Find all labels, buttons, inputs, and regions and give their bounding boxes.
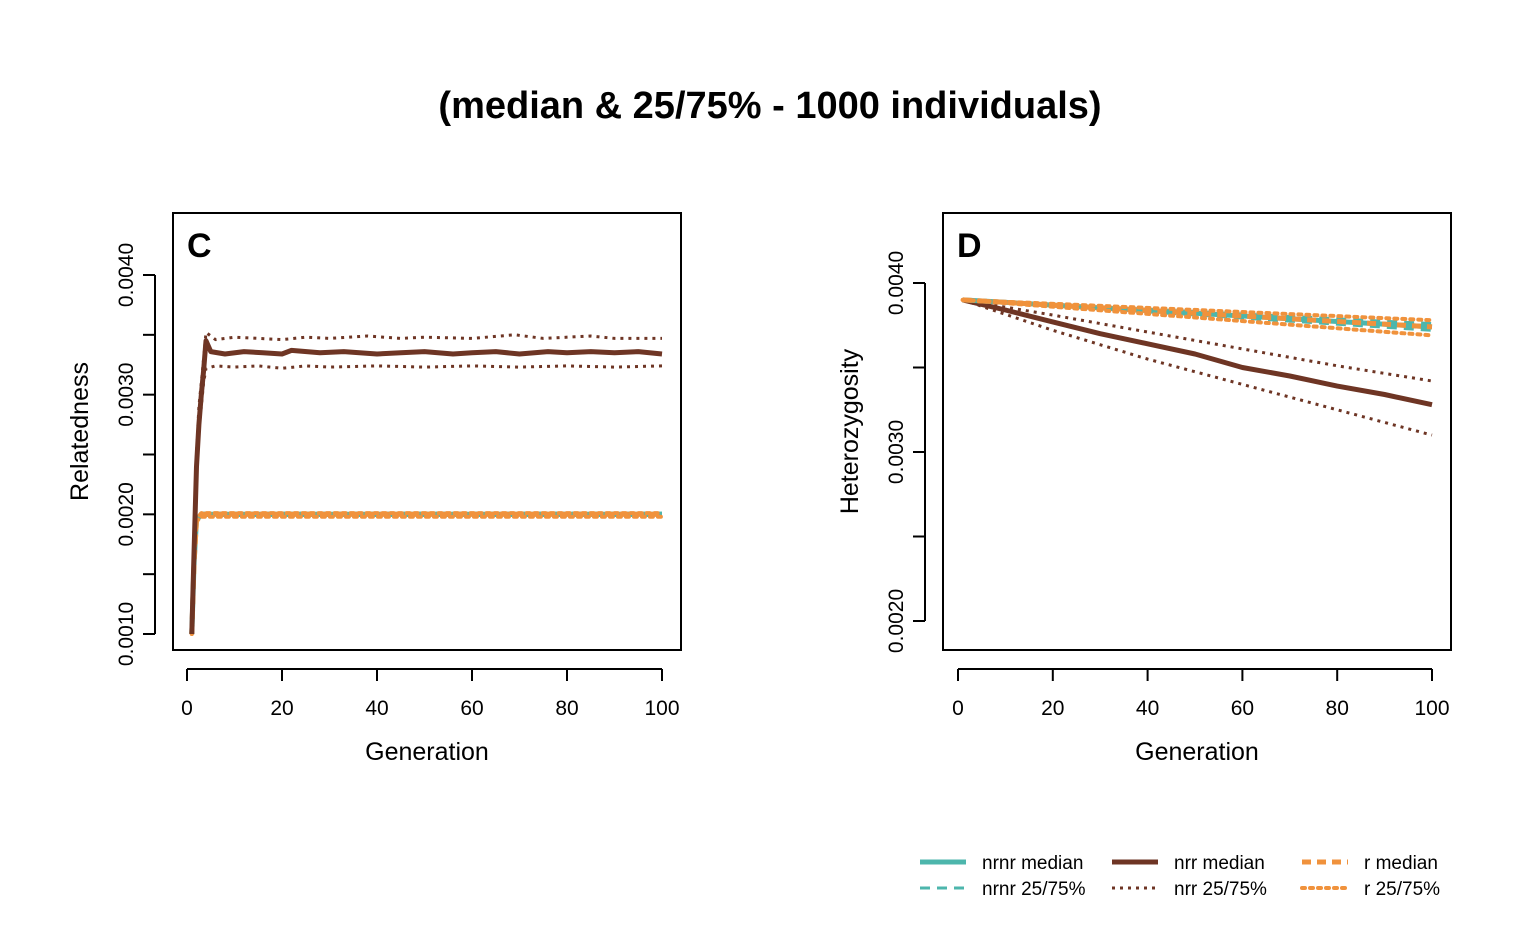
plot-frame [942, 212, 1452, 651]
figure-title: (median & 25/75% - 1000 individuals) [438, 85, 1101, 127]
legend-label: nrr 25/75% [1174, 879, 1267, 900]
x-tick-label: 0 [952, 697, 964, 720]
legend: nrnr median nrr median r median nrnr 25/75%… [920, 853, 1440, 900]
panel-letter: D [957, 227, 982, 265]
y-tick-label: 0.0020 [885, 589, 908, 653]
legend-label: r 25/75% [1364, 879, 1440, 900]
panel-letter: C [187, 227, 212, 265]
x-tick-label: 100 [1414, 697, 1449, 720]
y-axis-label: Relatedness [66, 362, 94, 501]
panel-d: 0 20 40 60 80 100 Generation 0.0020 0.0030 0.0040… [836, 212, 1452, 766]
series-line-nrnr-upper [962, 298, 1433, 326]
x-tick-label: 60 [1231, 697, 1254, 720]
series-line-nrnr-lower [190, 514, 662, 635]
x-tick-label: 20 [270, 697, 293, 720]
x-tick-label: 20 [1041, 697, 1064, 720]
series-line-r-lower [189, 514, 664, 636]
y-tick-label: 0.0040 [885, 251, 908, 315]
y-axis-label: Heterozygosity [836, 348, 864, 514]
legend-label: r median [1364, 853, 1438, 874]
legend-label: nrr median [1174, 853, 1265, 874]
x-axis-label: Generation [1135, 738, 1259, 766]
series-line-nrnr-median [189, 511, 662, 635]
y-tick-label: 0.0040 [115, 243, 138, 307]
series-line-r-median [189, 511, 662, 635]
y-tick-label: 0.0010 [115, 602, 138, 666]
panel-c: 0 20 40 60 80 100 Generation 0.0010 0.0020 0.0030… [66, 212, 682, 766]
x-axis-label: Generation [365, 738, 489, 766]
series-line-nrnr-upper [190, 511, 662, 635]
x-tick-label: 80 [555, 697, 578, 720]
series-line-r-upper [189, 511, 664, 636]
series-group [189, 330, 664, 636]
series-line-nrr-upper [190, 330, 662, 635]
series-group [960, 297, 1434, 437]
series-line-r-median [962, 297, 1433, 330]
series-line-nrr-median [189, 338, 663, 635]
x-tick-label: 60 [460, 697, 483, 720]
plot-frame [172, 212, 682, 651]
legend-label: nrnr 25/75% [982, 879, 1086, 900]
x-tick-label: 40 [365, 697, 388, 720]
y-tick-label: 0.0020 [115, 482, 138, 546]
legend-label: nrnr median [982, 853, 1083, 874]
y-tick-label: 0.0030 [885, 420, 908, 484]
x-tick-label: 40 [1136, 697, 1159, 720]
series-line-nrr-lower [190, 364, 663, 635]
x-tick-label: 100 [644, 697, 679, 720]
series-line-nrnr-lower [962, 298, 1433, 332]
x-tick-label: 0 [181, 697, 193, 720]
series-line-nrr-median [962, 297, 1433, 408]
x-tick-label: 80 [1326, 697, 1349, 720]
y-tick-label: 0.0030 [115, 363, 138, 427]
